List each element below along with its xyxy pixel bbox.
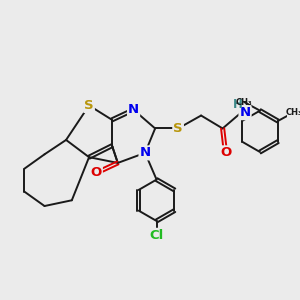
Text: N: N: [239, 106, 250, 119]
Text: S: S: [173, 122, 183, 135]
Text: Cl: Cl: [149, 229, 164, 242]
Text: O: O: [220, 146, 231, 159]
Text: H: H: [232, 98, 242, 111]
Text: CH₃: CH₃: [285, 108, 300, 117]
Text: CH₃: CH₃: [236, 98, 253, 106]
Text: N: N: [140, 146, 151, 159]
Text: S: S: [84, 99, 94, 112]
Text: N: N: [128, 103, 139, 116]
Text: O: O: [91, 167, 102, 179]
